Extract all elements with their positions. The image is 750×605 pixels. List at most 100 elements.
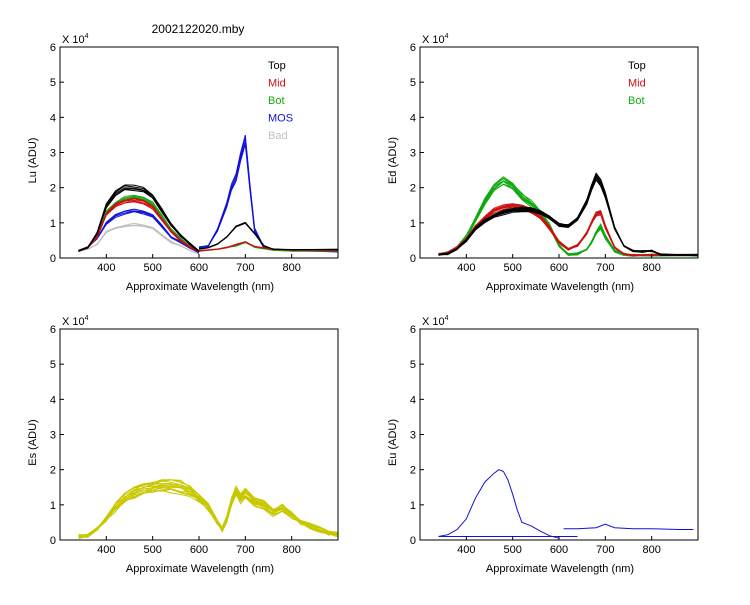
series-line-top-red [198, 222, 339, 251]
x-tick-label: 500 [503, 262, 521, 274]
series-line-bad [78, 222, 200, 255]
series-group [438, 469, 694, 539]
x-tick-label: 600 [190, 544, 208, 556]
legend-entry-top: Top [628, 60, 646, 72]
y-tick-label: 0 [410, 535, 416, 547]
series-line-mos [78, 208, 200, 254]
y-tick-label: 1 [50, 218, 56, 230]
x-axis-label: Approximate Wavelength (nm) [486, 563, 634, 575]
y-exponent-label: X 104 [422, 315, 449, 328]
y-tick-label: 4 [50, 394, 56, 406]
x-tick-label: 500 [143, 262, 161, 274]
series-line-mos-red [198, 134, 339, 252]
series-line-es [78, 488, 339, 539]
y-tick-label: 3 [50, 430, 56, 442]
series-line-top-red [198, 222, 339, 251]
series-line-bot [438, 183, 699, 257]
x-tick-label: 400 [457, 262, 475, 274]
y-tick-label: 6 [410, 324, 416, 336]
y-tick-label: 1 [410, 500, 416, 512]
y-tick-label: 3 [410, 430, 416, 442]
plot-frame [59, 328, 339, 541]
series-line-mos-red [198, 142, 339, 252]
y-tick-label: 4 [410, 394, 416, 406]
y-tick-label: 3 [50, 148, 56, 160]
series-line-es [78, 487, 339, 538]
legend-entry-mid: Mid [628, 78, 646, 90]
y-tick-label: 3 [410, 148, 416, 160]
figure-title: 2002122020.mby [152, 22, 245, 36]
x-axis-label: Approximate Wavelength (nm) [486, 281, 634, 293]
series-line-mos-red [198, 138, 339, 252]
series-line-eu-red [563, 523, 694, 530]
x-tick-label: 800 [282, 544, 300, 556]
series-line-top [78, 184, 200, 252]
chart-eu: 0 1 2 3 4 5 6 400 500 600 700 800 X 104 Approximate W… [387, 315, 699, 575]
x-tick-label: 400 [97, 544, 115, 556]
y-exponent-power: 4 [445, 33, 449, 40]
chart-lu: 0 1 2 3 4 5 6 400 500 600 700 800 X 104 Approximate W… [27, 33, 339, 293]
series-line-es [78, 480, 338, 538]
y-tick-label: 5 [410, 359, 416, 371]
x-tick-label: 700 [236, 544, 254, 556]
x-axis-label: Approximate Wavelength (nm) [126, 281, 274, 293]
series-line-es [78, 488, 339, 538]
legend-entry-bot: Bot [268, 95, 285, 107]
x-tick-label: 800 [642, 262, 660, 274]
y-tick-label: 2 [410, 465, 416, 477]
series-line-es [78, 483, 339, 539]
series-line-mid [438, 204, 699, 256]
legend-entry-bot: Bot [628, 95, 645, 107]
y-tick-label: 0 [50, 535, 56, 547]
y-tick-label: 5 [410, 77, 416, 89]
plot-frame [419, 328, 699, 541]
series-line-es [78, 486, 339, 539]
x-tick-label: 500 [503, 544, 521, 556]
series-line-es [78, 489, 339, 537]
y-exponent-power: 4 [85, 315, 89, 322]
y-tick-label: 6 [50, 42, 56, 54]
x-tick-label: 800 [642, 544, 660, 556]
chart-ed: 0 1 2 3 4 5 6 400 500 600 700 800 X 104 Approximate W… [387, 33, 699, 293]
legend-entry-mos: MOS [268, 113, 293, 125]
x-tick-label: 600 [550, 262, 568, 274]
x-tick-label: 600 [190, 262, 208, 274]
x-tick-label: 700 [596, 544, 614, 556]
series-line-mid [438, 203, 699, 256]
series-group [438, 172, 699, 257]
x-tick-label: 500 [143, 544, 161, 556]
y-tick-label: 1 [410, 218, 416, 230]
x-tick-label: 400 [457, 544, 475, 556]
y-exponent-label: X 104 [62, 315, 89, 328]
series-line-bot [438, 183, 699, 257]
y-tick-label: 4 [50, 112, 56, 124]
x-tick-label: 600 [550, 544, 568, 556]
y-tick-label: 1 [50, 500, 56, 512]
y-exponent-label: X 104 [422, 33, 449, 46]
y-tick-label: 2 [410, 183, 416, 195]
series-line-mos-red [198, 143, 339, 253]
x-axis-label: Approximate Wavelength (nm) [126, 563, 274, 575]
series-line-es [78, 479, 339, 538]
series-line-eu-main [438, 469, 560, 539]
y-tick-label: 2 [50, 465, 56, 477]
y-tick-label: 5 [50, 359, 56, 371]
y-axis-label: Eu (ADU) [387, 419, 399, 466]
series-line-top-red [198, 221, 339, 251]
y-exponent-label: X 104 [62, 33, 89, 46]
y-tick-label: 0 [50, 253, 56, 265]
legend-entry-bad: Bad [268, 130, 288, 142]
series-group [78, 479, 339, 539]
x-tick-label: 700 [236, 262, 254, 274]
y-tick-label: 6 [410, 42, 416, 54]
series-line-mid [438, 204, 699, 257]
y-exponent-power: 4 [445, 315, 449, 322]
series-line-mid [78, 197, 200, 253]
y-axis-label: Es (ADU) [27, 419, 39, 465]
legend-entry-mid: Mid [268, 78, 286, 90]
y-tick-label: 4 [410, 112, 416, 124]
chart-es: 0 1 2 3 4 5 6 400 500 600 700 800 X 104 Approximate W… [27, 315, 339, 575]
